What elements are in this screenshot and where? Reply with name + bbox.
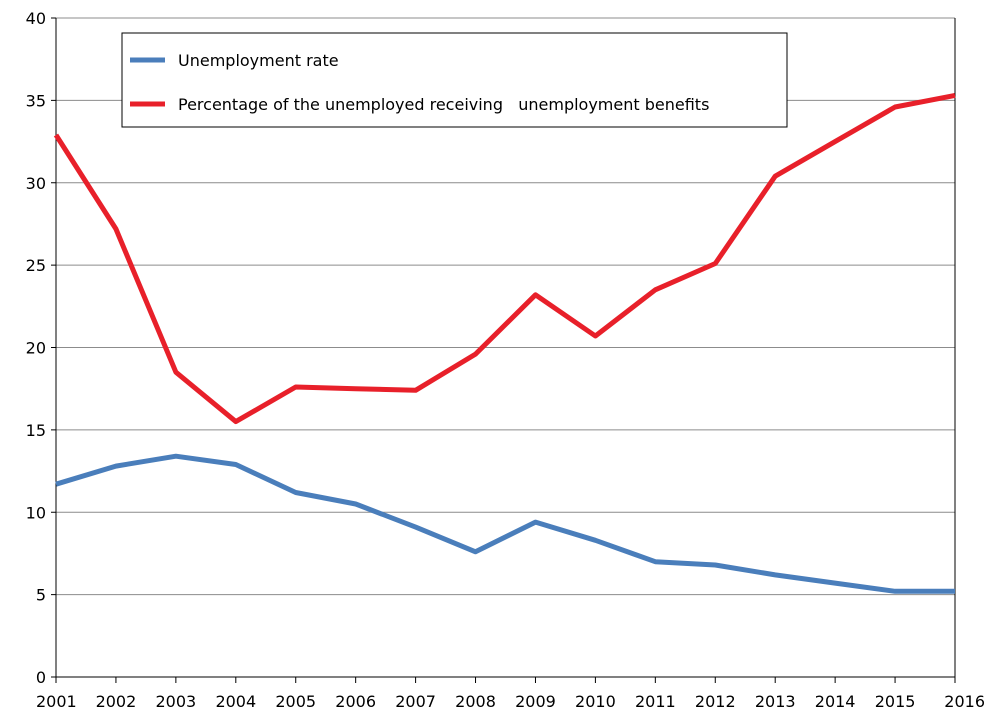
legend-box [121, 32, 788, 128]
x-tick-label-2010: 2010 [575, 692, 616, 711]
series-line-1 [53, 92, 956, 425]
series-line-0 [55, 453, 955, 594]
x-tick-label-2001: 2001 [36, 692, 77, 711]
y-tick-label-20: 20 [26, 339, 46, 358]
y-tick-label-10: 10 [26, 503, 46, 522]
x-tick-label-2005: 2005 [275, 692, 316, 711]
x-tick-label-2011: 2011 [635, 692, 676, 711]
x-tick-label-2003: 2003 [156, 692, 197, 711]
x-tick-label-2007: 2007 [395, 692, 436, 711]
x-tick-label-2014: 2014 [815, 692, 856, 711]
x-tick-label-2006: 2006 [335, 692, 376, 711]
y-axis-ticks: 0 5 10 15 20 25 30 35 40 [26, 9, 56, 687]
x-tick-label-2013: 2013 [755, 692, 796, 711]
legend-label-unemployment-rate: Unemployment rate [178, 51, 339, 70]
series-lines [53, 92, 956, 594]
legend-label-benefits: Percentage of the unemployed receiving u… [178, 95, 709, 114]
y-tick-label-15: 15 [26, 421, 46, 440]
legend: Unemployment rate Percentage of the unem… [121, 32, 788, 128]
x-tick-label-2015: 2015 [875, 692, 916, 711]
x-tick-label-2004: 2004 [215, 692, 256, 711]
y-tick-label-25: 25 [26, 256, 46, 275]
y-tick-label-30: 30 [26, 174, 46, 193]
x-axis-ticks: 2001 2002 2003 2004 2005 2006 2007 2008 2009 2010… [36, 677, 985, 711]
x-tick-label-2009: 2009 [515, 692, 556, 711]
y-tick-label-40: 40 [26, 9, 46, 28]
x-tick-label-2012: 2012 [695, 692, 736, 711]
y-tick-label-35: 35 [26, 91, 46, 110]
y-tick-label-0: 0 [36, 668, 46, 687]
x-tick-label-2002: 2002 [96, 692, 137, 711]
y-tick-label-5: 5 [36, 586, 46, 605]
x-tick-label-2008: 2008 [455, 692, 496, 711]
x-tick-label-2016: 2016 [944, 692, 985, 711]
